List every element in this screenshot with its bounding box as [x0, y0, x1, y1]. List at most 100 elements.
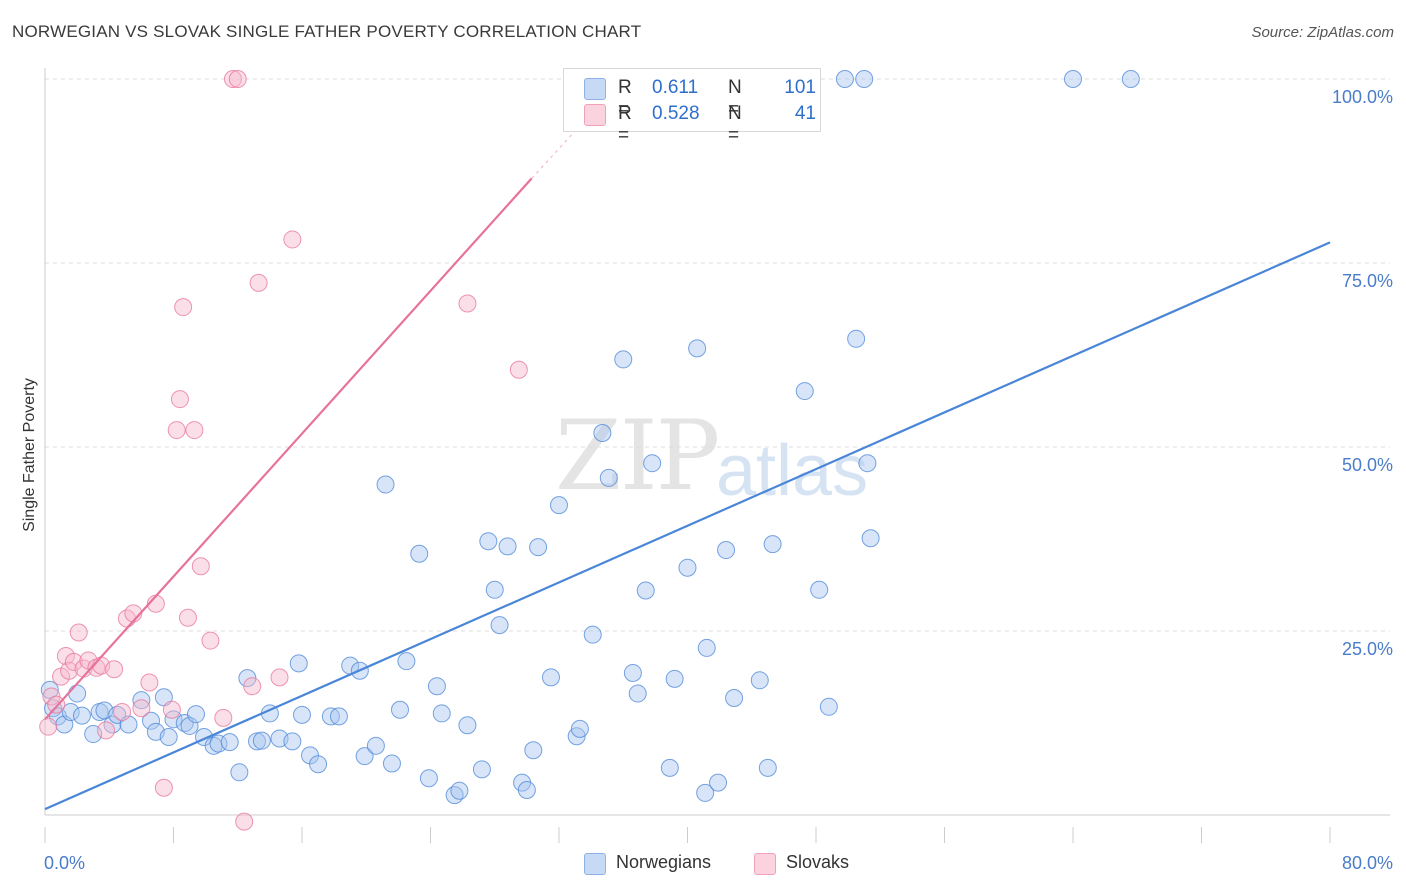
norwegians-point: [164, 710, 183, 729]
norwegians-point: [309, 755, 328, 774]
norwegians-point: [541, 668, 560, 687]
norwegians-point: [795, 382, 814, 401]
slovaks-point: [458, 294, 477, 313]
norwegians-point: [209, 734, 228, 753]
norwegians-point: [1064, 70, 1082, 88]
slovaks-point: [170, 390, 189, 409]
legend-n-label: N =: [728, 77, 742, 120]
norwegians-point: [293, 705, 311, 724]
norwegians-point: [855, 70, 874, 88]
norwegians-point: [376, 475, 395, 494]
norwegians-point: [529, 538, 548, 557]
norwegians-point: [450, 781, 469, 800]
slovaks-point: [97, 721, 116, 740]
norwegians-point: [847, 329, 866, 348]
norwegians-point: [810, 580, 829, 599]
y-tick-label: 25.0%: [1342, 639, 1393, 659]
norwegians-point: [725, 688, 744, 707]
norwegians-point: [697, 638, 716, 657]
slovaks-point: [223, 70, 242, 88]
norwegians-point: [517, 780, 536, 799]
norwegians-point: [758, 758, 777, 777]
slovaks-point: [509, 360, 528, 379]
norwegians-point: [835, 70, 854, 88]
norwegians-point: [583, 625, 602, 644]
norwegians-point: [665, 669, 684, 688]
bottom-legend-label: Norwegians: [616, 852, 712, 872]
norwegians-point: [142, 711, 161, 730]
norwegians-point: [61, 702, 80, 721]
slovaks-point: [185, 421, 204, 440]
legend-r-label: R =: [618, 77, 632, 120]
norwegians-point: [355, 747, 374, 766]
norwegians-point: [72, 706, 91, 725]
slovaks-point: [283, 230, 302, 249]
slovaks-trend-line: [44, 177, 533, 721]
y-tick-label: 100.0%: [1332, 87, 1393, 107]
slovaks-point: [47, 695, 66, 714]
slovaks-point: [249, 273, 268, 292]
slovaks-point: [87, 658, 106, 677]
norwegians-point: [570, 719, 589, 738]
norwegians-point: [382, 754, 401, 773]
legend-swatch-slovaks: [584, 104, 606, 126]
slovaks-point: [178, 608, 197, 627]
y-tick-label: 50.0%: [1342, 455, 1393, 475]
slovaks-point: [64, 652, 83, 671]
norwegians-point: [180, 716, 199, 735]
source-label[interactable]: Source: ZipAtlas.com: [1251, 24, 1394, 41]
x-tick-label: 0.0%: [44, 853, 85, 873]
slovaks-point: [174, 298, 193, 317]
slovaks-point: [235, 812, 254, 831]
correlation-legend: R = 0.611 N = 101 R = 0.528 N = 41: [563, 68, 821, 146]
norwegians-point: [498, 537, 517, 556]
slovaks-point: [162, 700, 181, 719]
norwegians-point: [283, 732, 302, 751]
legend-n-value: 41: [794, 103, 816, 124]
norwegians-point: [636, 581, 655, 600]
norwegians-point: [390, 700, 409, 719]
bottom-legend-swatch-norwegians: [584, 853, 606, 875]
norwegians-point: [1121, 70, 1140, 88]
watermark-atlas: atlas: [716, 431, 869, 511]
norwegians-point: [329, 707, 348, 726]
slovaks-point: [132, 699, 151, 718]
legend-swatch-norwegians: [584, 78, 606, 100]
norwegians-point: [419, 769, 438, 788]
x-tick-label: 80.0%: [1342, 853, 1393, 873]
slovaks-point: [167, 421, 186, 440]
norwegians-point: [858, 454, 877, 473]
slovaks-point: [140, 673, 159, 692]
norwegians-point: [458, 716, 477, 735]
bottom-legend-swatch-slovaks: [754, 853, 776, 875]
norwegians-point: [248, 732, 267, 751]
legend-r-value: 0.528: [652, 103, 700, 124]
norwegians-point: [397, 652, 416, 671]
norwegians-point: [220, 733, 239, 752]
slovaks-point: [214, 708, 233, 727]
norwegians-trend-line: [44, 241, 1331, 811]
legend-n-label: N =: [728, 103, 742, 146]
slovaks-point: [105, 660, 124, 679]
norwegians-point: [410, 544, 429, 563]
slovaks-point: [154, 778, 173, 797]
norwegians-point: [678, 558, 697, 577]
norwegians-point: [490, 616, 509, 635]
chart-title: NORWEGIAN VS SLOVAK SINGLE FATHER POVERT…: [12, 22, 642, 41]
norwegians-point: [688, 339, 707, 358]
norwegians-point: [709, 773, 728, 792]
norwegians-point: [432, 704, 451, 723]
slovaks-point: [69, 623, 88, 642]
norwegians-point: [763, 535, 782, 554]
norwegians-point: [485, 580, 504, 599]
bottom-legend-label: Slovaks: [786, 852, 850, 872]
norwegians-point: [643, 454, 662, 473]
slovaks-point: [39, 717, 58, 736]
norwegians-point: [819, 697, 838, 716]
slovaks-point: [113, 702, 132, 721]
y-tick-label: 75.0%: [1342, 271, 1393, 291]
norwegians-point: [252, 731, 271, 750]
legend-r-value: 0.611: [652, 77, 699, 98]
norwegians-point: [750, 671, 769, 690]
